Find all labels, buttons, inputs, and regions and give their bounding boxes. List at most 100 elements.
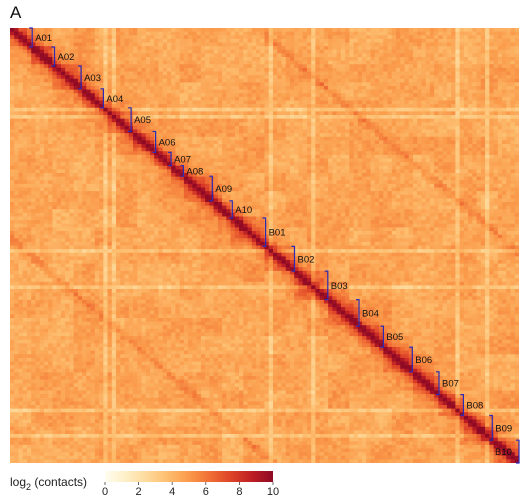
heatmap-cell bbox=[434, 71, 439, 76]
heatmap-cell bbox=[421, 93, 427, 98]
heatmap-cell bbox=[77, 93, 83, 98]
heatmap-cell bbox=[357, 46, 363, 51]
heatmap-cell bbox=[429, 28, 435, 33]
heatmap-cell bbox=[179, 173, 185, 178]
heatmap-cell bbox=[10, 147, 15, 152]
heatmap-cell bbox=[277, 71, 282, 76]
heatmap-cell bbox=[10, 75, 15, 80]
heatmap-cell bbox=[26, 53, 32, 58]
heatmap-cell bbox=[133, 133, 138, 138]
heatmap-cell bbox=[213, 67, 219, 72]
heatmap-cell bbox=[395, 82, 401, 87]
heatmap-cell bbox=[429, 89, 435, 94]
heatmap-cell bbox=[268, 169, 274, 174]
heatmap-cell bbox=[510, 151, 516, 156]
heatmap-cell bbox=[353, 96, 359, 101]
heatmap-cell bbox=[480, 67, 486, 72]
heatmap-cell bbox=[417, 147, 422, 152]
heatmap-cell bbox=[374, 144, 380, 149]
heatmap-cell bbox=[472, 82, 477, 87]
heatmap-cell bbox=[230, 151, 236, 156]
heatmap-cell bbox=[111, 35, 117, 40]
heatmap-cell bbox=[196, 165, 202, 170]
heatmap-cell bbox=[514, 136, 519, 141]
heatmap-cell bbox=[35, 111, 41, 116]
heatmap-cell bbox=[446, 158, 452, 163]
heatmap-cell bbox=[94, 165, 100, 170]
heatmap-cell bbox=[234, 96, 240, 101]
heatmap-cell bbox=[468, 60, 473, 65]
heatmap-cell bbox=[141, 60, 147, 65]
heatmap-cell bbox=[31, 64, 36, 69]
heatmap-cell bbox=[345, 111, 350, 116]
heatmap-cell bbox=[239, 151, 244, 156]
heatmap-cell bbox=[39, 107, 45, 112]
heatmap-cell bbox=[56, 82, 62, 87]
heatmap-cell bbox=[39, 46, 45, 51]
heatmap-cell bbox=[272, 147, 278, 152]
heatmap-cell bbox=[188, 28, 193, 33]
heatmap-cell bbox=[48, 71, 53, 76]
heatmap-cell bbox=[52, 75, 58, 80]
heatmap-cell bbox=[357, 151, 363, 156]
heatmap-cell bbox=[294, 122, 299, 127]
heatmap-cell bbox=[268, 111, 274, 116]
heatmap-cell bbox=[472, 165, 477, 170]
heatmap-cell bbox=[315, 125, 321, 130]
heatmap-cell bbox=[234, 82, 240, 87]
heatmap-cell bbox=[340, 173, 346, 178]
heatmap-cell bbox=[408, 136, 414, 141]
heatmap-cell bbox=[14, 38, 19, 43]
heatmap-cell bbox=[391, 147, 397, 152]
heatmap-cell bbox=[264, 31, 270, 36]
heatmap-cell bbox=[183, 86, 189, 91]
heatmap-cell bbox=[234, 35, 240, 40]
heatmap-cell bbox=[408, 64, 414, 69]
heatmap-cell bbox=[485, 162, 490, 167]
heatmap-cell bbox=[366, 136, 371, 141]
heatmap-cell bbox=[281, 129, 287, 134]
heatmap-cell bbox=[213, 78, 219, 83]
heatmap-cell bbox=[230, 57, 236, 62]
heatmap-cell bbox=[391, 165, 397, 170]
heatmap-cell bbox=[39, 154, 45, 159]
heatmap-cell bbox=[514, 173, 519, 178]
heatmap-cell bbox=[209, 165, 214, 170]
heatmap-cell bbox=[120, 136, 125, 141]
heatmap-cell bbox=[277, 31, 282, 36]
heatmap-cell bbox=[251, 169, 257, 174]
heatmap-cell bbox=[179, 144, 185, 149]
heatmap-cell bbox=[107, 78, 113, 83]
heatmap-cell bbox=[285, 133, 291, 138]
heatmap-cell bbox=[141, 75, 147, 80]
heatmap-cell bbox=[217, 86, 223, 91]
heatmap-cell bbox=[264, 28, 270, 33]
heatmap-cell bbox=[162, 93, 168, 98]
heatmap-cell bbox=[374, 158, 380, 163]
heatmap-cell bbox=[472, 64, 477, 69]
heatmap-cell bbox=[425, 147, 431, 152]
heatmap-cell bbox=[404, 60, 410, 65]
heatmap-cell bbox=[502, 67, 507, 72]
heatmap-cell bbox=[328, 125, 333, 130]
heatmap-cell bbox=[417, 78, 422, 83]
heatmap-cell bbox=[379, 165, 384, 170]
heatmap-cell bbox=[289, 151, 295, 156]
heatmap-cell bbox=[111, 129, 117, 134]
heatmap-cell bbox=[514, 82, 519, 87]
heatmap-cell bbox=[370, 122, 376, 127]
heatmap-cell bbox=[455, 35, 461, 40]
heatmap-cell bbox=[362, 125, 367, 130]
heatmap-cell bbox=[472, 173, 477, 178]
heatmap-cell bbox=[209, 93, 214, 98]
heatmap-cell bbox=[442, 100, 448, 105]
heatmap-cell bbox=[446, 118, 452, 123]
heatmap-cell bbox=[497, 169, 503, 174]
heatmap-cell bbox=[323, 136, 329, 141]
heatmap-cell bbox=[116, 96, 121, 101]
heatmap-cell bbox=[56, 162, 62, 167]
heatmap-cell bbox=[476, 93, 482, 98]
heatmap-cell bbox=[425, 38, 431, 43]
heatmap-cell bbox=[107, 82, 113, 87]
heatmap-cell bbox=[217, 176, 223, 181]
